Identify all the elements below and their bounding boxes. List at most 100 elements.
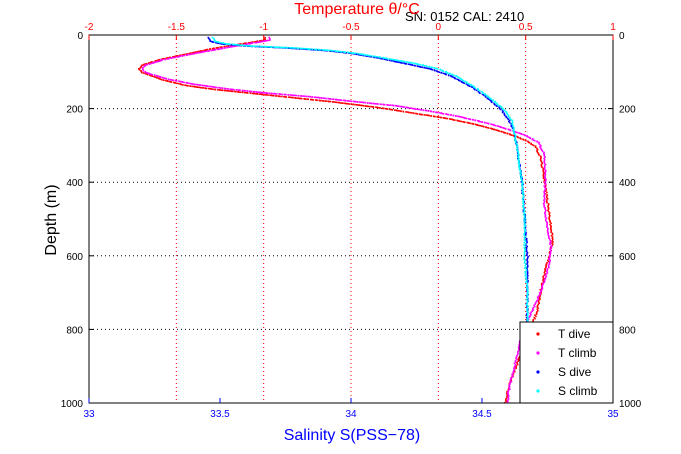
data-point — [193, 83, 196, 86]
data-point — [547, 228, 549, 231]
data-point — [539, 146, 541, 148]
data-point — [247, 42, 250, 44]
data-point — [378, 107, 380, 109]
data-point — [430, 115, 432, 117]
data-point — [547, 234, 550, 237]
data-point — [543, 162, 546, 165]
data-point — [274, 46, 276, 48]
data-point — [547, 233, 549, 236]
data-point — [239, 44, 242, 46]
data-point — [436, 111, 439, 114]
data-point — [533, 316, 535, 319]
data-point — [165, 79, 167, 82]
data-point — [511, 376, 514, 378]
data-point — [513, 131, 515, 134]
data-point — [524, 263, 527, 265]
data-point — [452, 114, 455, 117]
data-point — [249, 90, 251, 93]
data-point — [358, 101, 361, 103]
data-point — [543, 165, 546, 167]
data-point — [519, 174, 522, 177]
data-point — [246, 90, 249, 92]
data-point — [451, 118, 454, 121]
data-point — [179, 55, 182, 57]
data-point — [526, 240, 528, 243]
data-point — [543, 205, 545, 208]
data-point — [523, 216, 526, 219]
data-point — [381, 58, 384, 60]
data-point — [416, 108, 419, 111]
data-point — [515, 367, 517, 369]
data-point — [349, 100, 351, 102]
data-point — [523, 253, 526, 255]
data-point — [235, 43, 238, 46]
data-point — [440, 116, 442, 119]
data-point — [226, 88, 229, 90]
data-point — [536, 311, 538, 313]
data-point — [323, 49, 325, 51]
data-point — [484, 96, 487, 98]
data-point — [524, 235, 527, 238]
data-point — [311, 48, 314, 51]
data-point — [546, 273, 548, 275]
data-point — [529, 137, 532, 140]
data-point — [498, 104, 500, 107]
data-point — [549, 221, 551, 223]
data-point — [325, 97, 327, 100]
data-point — [405, 61, 407, 63]
data-point — [193, 51, 196, 54]
data-point — [537, 303, 540, 306]
data-point — [481, 92, 484, 94]
data-point — [472, 119, 475, 121]
data-point — [526, 297, 529, 300]
data-point — [265, 94, 268, 96]
data-point — [419, 66, 421, 68]
data-point — [523, 250, 526, 253]
data-point — [203, 49, 205, 52]
data-point — [518, 160, 520, 162]
data-point — [399, 60, 401, 62]
data-point — [501, 131, 503, 133]
data-point — [526, 258, 529, 260]
data-point — [158, 75, 160, 78]
data-point — [517, 158, 519, 161]
data-point — [507, 399, 509, 401]
data-point — [242, 91, 244, 94]
data-point — [350, 52, 352, 54]
data-point — [523, 231, 526, 234]
data-point — [428, 67, 431, 70]
data-point — [226, 46, 228, 49]
data-point — [540, 284, 543, 286]
data-point — [520, 176, 522, 178]
data-point — [497, 129, 500, 132]
data-point — [146, 73, 149, 76]
data-point — [224, 89, 227, 92]
data-point — [460, 81, 463, 83]
data-point — [207, 36, 210, 39]
data-point — [382, 103, 385, 106]
temperature-axis-label: Temperature θ/°C — [294, 1, 420, 18]
data-point — [512, 371, 515, 373]
data-point — [157, 60, 159, 63]
data-point — [522, 210, 525, 212]
data-point — [517, 360, 519, 362]
data-point — [337, 50, 339, 53]
data-point — [320, 49, 323, 52]
data-point — [524, 245, 527, 248]
data-point — [512, 124, 514, 127]
data-point — [544, 166, 546, 168]
data-point — [513, 130, 515, 133]
data-point — [298, 48, 301, 50]
data-point — [522, 198, 525, 201]
data-point — [181, 81, 184, 83]
data-point — [246, 43, 248, 45]
data-point — [524, 221, 527, 224]
data-point — [451, 76, 454, 78]
data-point — [262, 93, 264, 96]
data-point — [398, 61, 400, 64]
data-point — [430, 68, 432, 71]
data-point — [527, 316, 529, 319]
data-point — [215, 47, 218, 49]
data-point — [540, 161, 543, 163]
data-point — [544, 173, 547, 176]
